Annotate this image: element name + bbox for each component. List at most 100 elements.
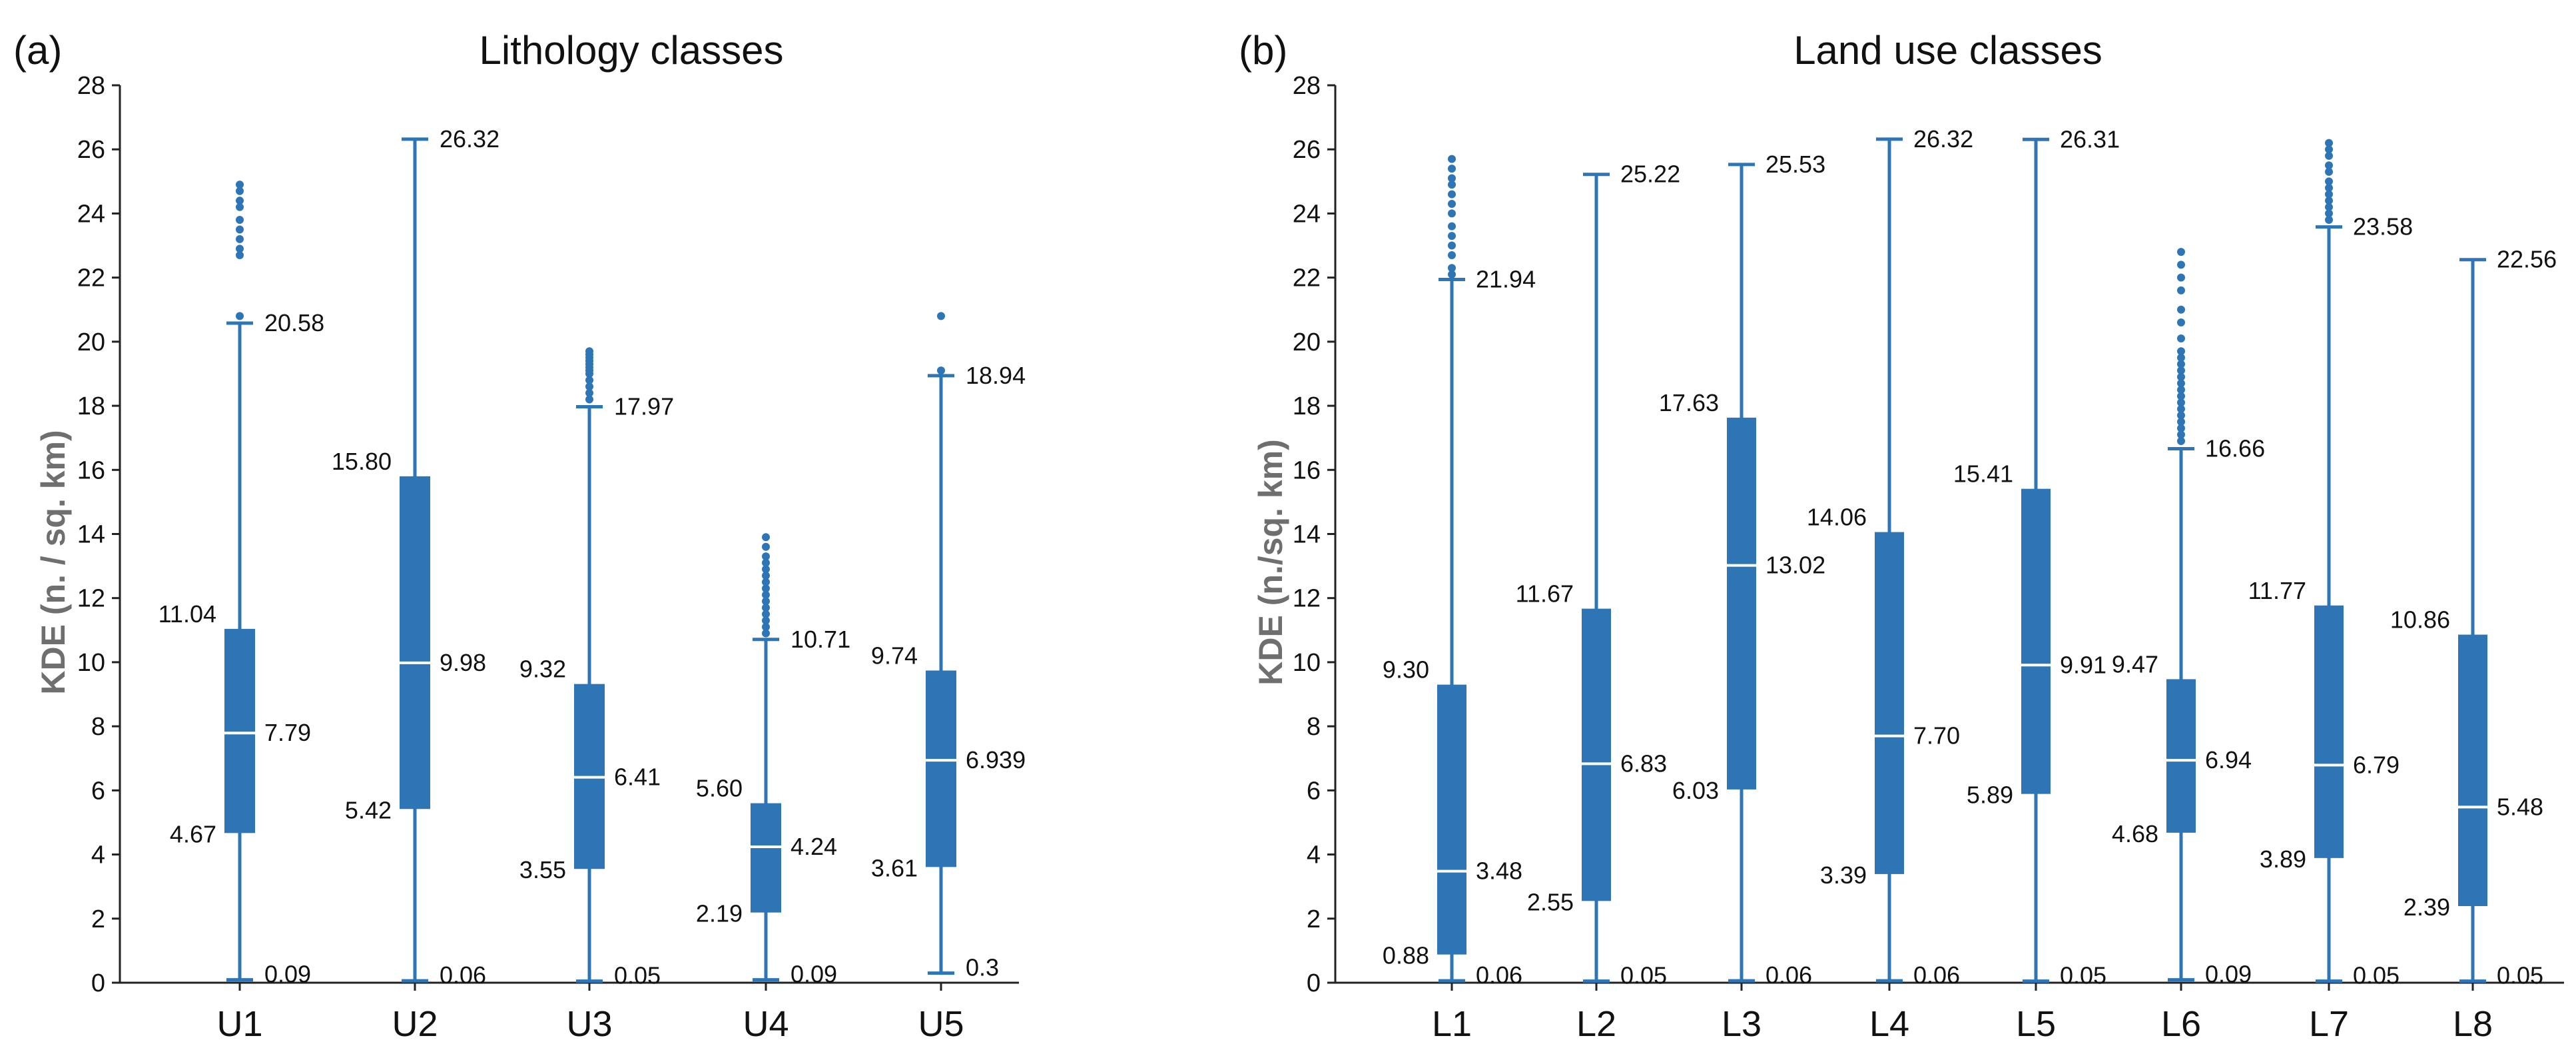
- outlier-point: [2177, 418, 2185, 426]
- y-tick-label: 16: [1293, 456, 1321, 484]
- panel-lithology: (a) Lithology classes KDE (n. / sq. km) …: [13, 28, 1026, 1044]
- iqr-box: [2314, 605, 2344, 858]
- iqr-box: [2021, 488, 2051, 794]
- outlier-point: [585, 388, 593, 397]
- outlier-point: [762, 558, 770, 567]
- x-tick-label-l6: L6: [2161, 1004, 2201, 1044]
- outlier-point: [1448, 165, 1456, 173]
- max-value-label: 18.94: [966, 362, 1026, 389]
- outlier-point: [1448, 222, 1456, 231]
- outlier-point: [2177, 366, 2185, 375]
- max-value-label: 10.71: [791, 626, 850, 653]
- q1-value-label: 4.68: [2112, 820, 2158, 847]
- box-l2: 25.22 6.83 0.05 11.67 2.55 L2: [1516, 161, 1681, 1044]
- x-tick-label-l3: L3: [1722, 1004, 1762, 1044]
- outlier-point: [1448, 209, 1456, 218]
- outlier-point: [2177, 347, 2185, 356]
- outlier-point: [2325, 151, 2333, 160]
- q1-value-label: 3.39: [1820, 861, 1867, 889]
- box-l1: 21.94 3.48 0.06 9.30 0.88 L1: [1383, 155, 1536, 1044]
- x-tick-label-l2: L2: [1576, 1004, 1616, 1044]
- median-value-label: 4.24: [791, 833, 837, 860]
- outlier-point: [762, 542, 770, 551]
- iqr-box: [1875, 532, 1904, 874]
- median-value-label: 6.94: [2205, 746, 2252, 774]
- median-value-label: 7.79: [264, 719, 311, 746]
- q3-value-label: 11.67: [1516, 580, 1574, 608]
- outlier-point: [585, 347, 593, 356]
- box-u2: 26.32 9.98 0.06 15.80 5.42 U2: [332, 125, 499, 1044]
- outlier-point: [236, 197, 244, 205]
- max-value-label: 17.97: [614, 393, 674, 420]
- outlier-point: [2325, 190, 2333, 199]
- panel-b-plot: 024681012141618202224262821.943.480.069.…: [1293, 72, 2564, 1044]
- outlier-point: [2177, 318, 2185, 326]
- x-tick-label-l4: L4: [1869, 1004, 1909, 1044]
- median-value-label: 5.48: [2497, 793, 2543, 820]
- outlier-point: [236, 203, 244, 211]
- iqr-box: [1437, 684, 1466, 955]
- min-value-label: 0.3: [966, 954, 999, 981]
- box-u4: 10.71 4.24 0.09 5.60 2.19 U4: [696, 533, 850, 1044]
- q1-value-label: 2.19: [696, 900, 743, 927]
- outlier-point: [2325, 177, 2333, 186]
- outlier-point: [1448, 155, 1456, 163]
- outlier-point: [2325, 167, 2333, 176]
- x-tick-label-l5: L5: [2016, 1004, 2056, 1044]
- box-l4: 26.32 7.70 0.06 14.06 3.39 L4: [1807, 125, 1973, 1044]
- y-tick-label: 2: [91, 905, 105, 933]
- median-value-label: 9.98: [440, 649, 486, 676]
- y-tick-label: 18: [1293, 392, 1321, 420]
- outlier-point: [762, 616, 770, 625]
- outlier-point: [762, 629, 770, 638]
- outlier-point: [236, 235, 244, 243]
- y-tick-label: 10: [77, 649, 105, 677]
- box-l6: 16.66 6.94 0.09 9.47 4.68 L6: [2112, 248, 2265, 1044]
- outlier-point: [762, 572, 770, 580]
- min-value-label: 0.06: [1913, 961, 1960, 989]
- outlier-point: [1448, 199, 1456, 208]
- outlier-point: [937, 366, 945, 375]
- q1-value-label: 5.42: [345, 796, 392, 823]
- outlier-point: [236, 216, 244, 225]
- outlier-point: [937, 312, 945, 320]
- outlier-point: [2177, 305, 2185, 314]
- outlier-point: [2177, 372, 2185, 381]
- max-value-label: 23.58: [2353, 213, 2413, 241]
- min-value-label: 0.05: [2060, 962, 2106, 989]
- y-tick-label: 20: [77, 328, 105, 356]
- outlier-point: [1448, 241, 1456, 250]
- outlier-point: [762, 623, 770, 632]
- outlier-point: [2177, 430, 2185, 439]
- q1-value-label: 2.39: [2404, 893, 2450, 921]
- y-tick-label: 18: [77, 392, 105, 420]
- y-tick-label: 6: [1307, 777, 1321, 805]
- outlier-point: [2177, 261, 2185, 269]
- box-l3: 25.53 13.02 0.06 17.63 6.03 L3: [1659, 151, 1825, 1044]
- q3-value-label: 11.77: [2248, 577, 2306, 604]
- x-tick-label-u3: U3: [566, 1004, 612, 1044]
- median-value-label: 6.79: [2353, 751, 2400, 778]
- x-tick-label-u2: U2: [392, 1004, 438, 1044]
- y-tick-label: 4: [91, 841, 105, 869]
- outlier-point: [762, 552, 770, 561]
- outlier-point: [2177, 286, 2185, 294]
- iqr-box: [926, 670, 956, 867]
- y-tick-label: 16: [77, 456, 105, 484]
- q1-value-label: 4.67: [170, 820, 216, 847]
- outlier-point: [236, 245, 244, 253]
- iqr-box: [751, 803, 781, 913]
- y-tick-label: 26: [77, 136, 105, 164]
- x-tick-label-l7: L7: [2309, 1004, 2349, 1044]
- panel-a-plot: 024681012141618202224262820.587.790.0911…: [77, 72, 1026, 1044]
- iqr-box: [1582, 608, 1611, 901]
- panel-a-title: Lithology classes: [480, 28, 784, 73]
- y-tick-label: 0: [1307, 969, 1321, 997]
- outlier-point: [2325, 139, 2333, 147]
- outlier-point: [762, 584, 770, 593]
- q3-value-label: 14.06: [1807, 504, 1867, 531]
- outlier-point: [762, 578, 770, 586]
- q1-value-label: 5.89: [1967, 782, 2013, 809]
- y-tick-label: 22: [77, 264, 105, 292]
- outlier-point: [236, 251, 244, 259]
